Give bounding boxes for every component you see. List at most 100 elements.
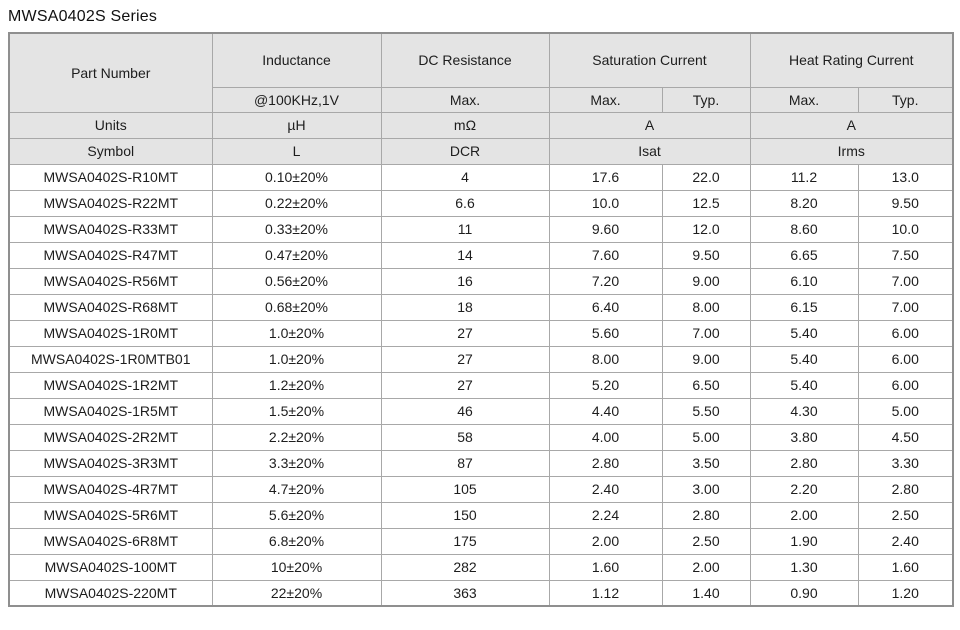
heat-max-cell: 5.40 xyxy=(749,319,859,347)
heat-max-cell: 2.00 xyxy=(749,501,859,529)
subheader-heat-max: Max. xyxy=(749,86,859,113)
heat-typ-cell: 2.40 xyxy=(857,527,954,555)
heat-typ-cell: 1.20 xyxy=(857,579,954,607)
header-row-conditions: @100KHz,1V Max. Max. Typ. Max. Typ. xyxy=(9,86,954,113)
sat-max-cell: 2.80 xyxy=(548,449,663,477)
dcr-cell: 46 xyxy=(380,397,550,425)
table-header: Part Number Inductance DC Resistance Sat… xyxy=(8,32,954,165)
dcr-cell: 27 xyxy=(380,345,550,373)
heat-max-cell: 1.30 xyxy=(749,553,859,581)
sat-typ-cell: 1.40 xyxy=(661,579,751,607)
symbol-saturation: Isat xyxy=(548,137,751,165)
part-number-cell: MWSA0402S-3R3MT xyxy=(8,449,213,477)
heat-max-cell: 11.2 xyxy=(749,163,859,191)
spec-table: Part Number Inductance DC Resistance Sat… xyxy=(8,32,955,607)
dcr-cell: 27 xyxy=(380,371,550,399)
heat-typ-cell: 13.0 xyxy=(857,163,954,191)
dcr-cell: 58 xyxy=(380,423,550,451)
part-number-cell: MWSA0402S-R33MT xyxy=(8,215,213,243)
heat-typ-cell: 9.50 xyxy=(857,189,954,217)
part-number-cell: MWSA0402S-2R2MT xyxy=(8,423,213,451)
table-row: MWSA0402S-1R5MT 1.5±20% 46 4.40 5.50 4.3… xyxy=(8,397,954,425)
units-dcr: mΩ xyxy=(380,111,550,139)
inductance-cell: 6.8±20% xyxy=(211,527,382,555)
heat-typ-cell: 2.50 xyxy=(857,501,954,529)
header-part-number: Part Number xyxy=(8,32,213,113)
dcr-cell: 27 xyxy=(380,319,550,347)
inductance-cell: 0.47±20% xyxy=(211,241,382,269)
sat-max-cell: 1.60 xyxy=(548,553,663,581)
sat-typ-cell: 9.50 xyxy=(661,241,751,269)
sat-typ-cell: 5.50 xyxy=(661,397,751,425)
inductance-cell: 10±20% xyxy=(211,553,382,581)
heat-max-cell: 5.40 xyxy=(749,345,859,373)
sat-max-cell: 4.00 xyxy=(548,423,663,451)
dcr-cell: 11 xyxy=(380,215,550,243)
table-row: MWSA0402S-100MT 10±20% 282 1.60 2.00 1.3… xyxy=(8,553,954,581)
sat-max-cell: 7.60 xyxy=(548,241,663,269)
dcr-cell: 363 xyxy=(380,579,550,607)
table-row: MWSA0402S-R47MT 0.47±20% 14 7.60 9.50 6.… xyxy=(8,241,954,269)
heat-max-cell: 4.30 xyxy=(749,397,859,425)
dcr-cell: 175 xyxy=(380,527,550,555)
header-heat-rating-current: Heat Rating Current xyxy=(749,32,954,88)
sat-typ-cell: 2.80 xyxy=(661,501,751,529)
heat-max-cell: 8.20 xyxy=(749,189,859,217)
sat-max-cell: 7.20 xyxy=(548,267,663,295)
heat-typ-cell: 4.50 xyxy=(857,423,954,451)
table-row: MWSA0402S-1R0MTB01 1.0±20% 27 8.00 9.00 … xyxy=(8,345,954,373)
dcr-cell: 6.6 xyxy=(380,189,550,217)
sat-typ-cell: 9.00 xyxy=(661,345,751,373)
inductance-cell: 2.2±20% xyxy=(211,423,382,451)
header-row-symbols: Symbol L DCR Isat Irms xyxy=(8,137,954,165)
table-row: MWSA0402S-3R3MT 3.3±20% 87 2.80 3.50 2.8… xyxy=(8,449,954,477)
heat-typ-cell: 6.00 xyxy=(857,319,954,347)
heat-max-cell: 2.20 xyxy=(749,475,859,503)
sat-max-cell: 17.6 xyxy=(548,163,663,191)
heat-max-cell: 5.40 xyxy=(749,371,859,399)
subheader-sat-max: Max. xyxy=(548,86,663,113)
units-saturation: A xyxy=(548,111,751,139)
symbol-dcr: DCR xyxy=(380,137,550,165)
inductance-cell: 1.5±20% xyxy=(211,397,382,425)
part-number-cell: MWSA0402S-R10MT xyxy=(8,163,213,191)
heat-typ-cell: 7.50 xyxy=(857,241,954,269)
sat-max-cell: 1.12 xyxy=(548,579,663,607)
sat-typ-cell: 6.50 xyxy=(661,371,751,399)
inductance-cell: 0.22±20% xyxy=(211,189,382,217)
table-body: MWSA0402S-R10MT 0.10±20% 4 17.6 22.0 11.… xyxy=(8,163,954,607)
heat-max-cell: 1.90 xyxy=(749,527,859,555)
part-number-cell: MWSA0402S-220MT xyxy=(8,579,213,607)
sat-typ-cell: 2.50 xyxy=(661,527,751,555)
table-row: MWSA0402S-R33MT 0.33±20% 11 9.60 12.0 8.… xyxy=(8,215,954,243)
part-number-cell: MWSA0402S-R56MT xyxy=(8,267,213,295)
dcr-cell: 150 xyxy=(380,501,550,529)
part-number-cell: MWSA0402S-5R6MT xyxy=(8,501,213,529)
table-row: MWSA0402S-2R2MT 2.2±20% 58 4.00 5.00 3.8… xyxy=(8,423,954,451)
dcr-cell: 282 xyxy=(380,553,550,581)
table-row: MWSA0402S-R22MT 0.22±20% 6.6 10.0 12.5 8… xyxy=(8,189,954,217)
heat-typ-cell: 6.00 xyxy=(857,371,954,399)
units-heat: A xyxy=(749,111,954,139)
heat-max-cell: 2.80 xyxy=(749,449,859,477)
sat-typ-cell: 2.00 xyxy=(661,553,751,581)
subheader-inductance-condition: @100KHz,1V xyxy=(211,86,382,113)
inductance-cell: 0.10±20% xyxy=(211,163,382,191)
dcr-cell: 105 xyxy=(380,475,550,503)
heat-typ-cell: 7.00 xyxy=(857,267,954,295)
part-number-cell: MWSA0402S-1R2MT xyxy=(8,371,213,399)
sat-max-cell: 6.40 xyxy=(548,293,663,321)
inductance-cell: 3.3±20% xyxy=(211,449,382,477)
sat-typ-cell: 3.50 xyxy=(661,449,751,477)
sat-max-cell: 2.40 xyxy=(548,475,663,503)
part-number-cell: MWSA0402S-1R5MT xyxy=(8,397,213,425)
table-row: MWSA0402S-R56MT 0.56±20% 16 7.20 9.00 6.… xyxy=(8,267,954,295)
part-number-cell: MWSA0402S-1R0MT xyxy=(8,319,213,347)
inductance-cell: 22±20% xyxy=(211,579,382,607)
heat-max-cell: 8.60 xyxy=(749,215,859,243)
heat-typ-cell: 2.80 xyxy=(857,475,954,503)
part-number-cell: MWSA0402S-1R0MTB01 xyxy=(8,345,213,373)
heat-typ-cell: 7.00 xyxy=(857,293,954,321)
sat-typ-cell: 12.5 xyxy=(661,189,751,217)
sat-max-cell: 2.00 xyxy=(548,527,663,555)
